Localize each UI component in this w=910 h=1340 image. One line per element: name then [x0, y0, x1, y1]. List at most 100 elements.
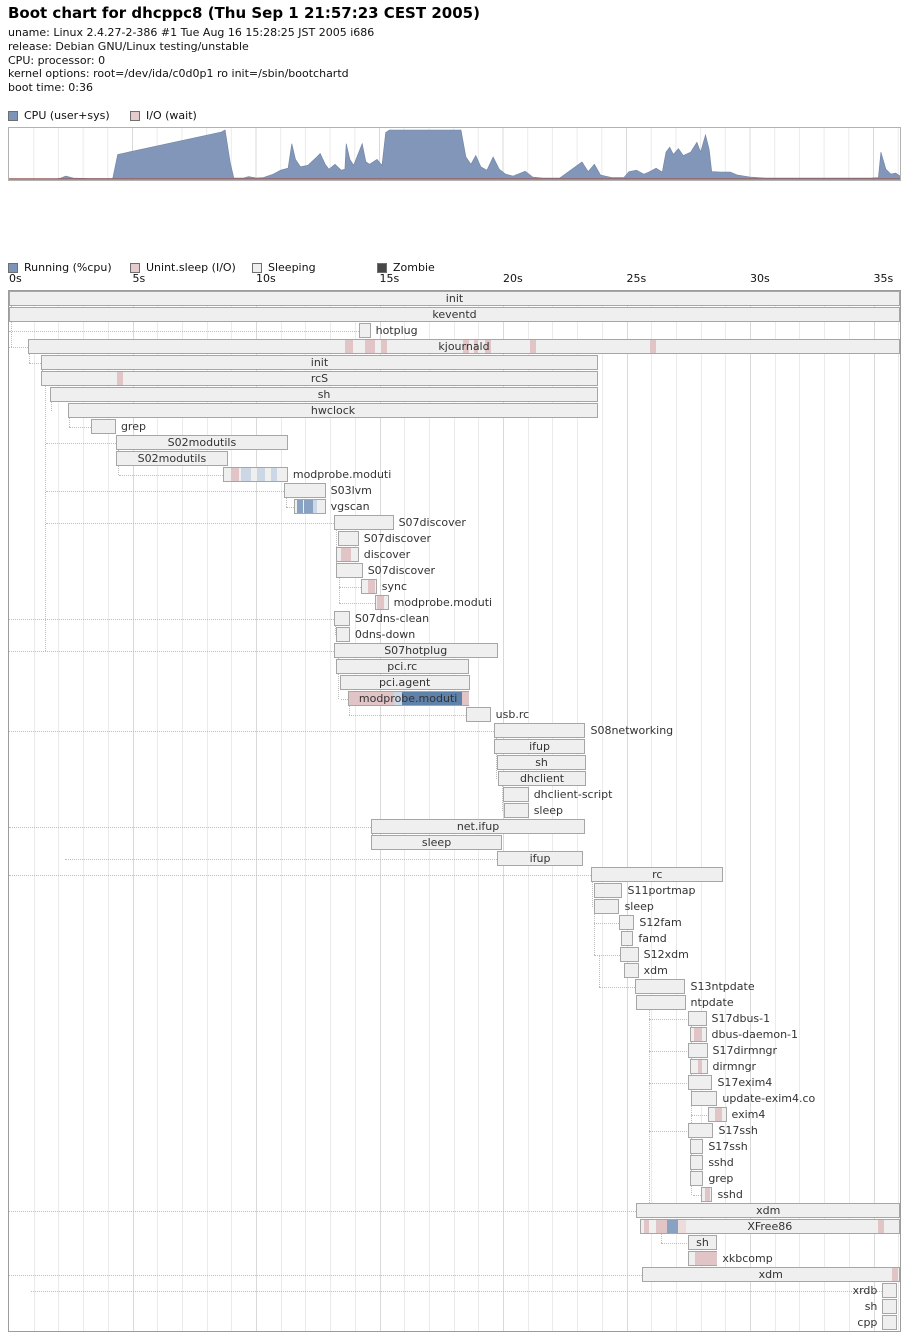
- process-state-segment: [230, 468, 239, 481]
- process-bar: [335, 627, 350, 642]
- process-bar: [690, 1091, 718, 1106]
- process-chart-gridline: [206, 291, 208, 1331]
- process-state-segment: [270, 468, 277, 481]
- process-label: ntpdate: [690, 996, 734, 1009]
- process-chart-gridline: [774, 291, 776, 1331]
- tree-connector-vertical: [348, 699, 350, 715]
- process-label: xdm: [758, 1268, 783, 1281]
- process-bar: modprobe.moduti: [347, 691, 469, 706]
- process-bar: [493, 723, 586, 738]
- legend-item: I/O (wait): [130, 109, 197, 122]
- process-chart-gridline: [626, 291, 628, 1331]
- tree-connector: [9, 331, 359, 332]
- process-state-segment: [678, 1220, 687, 1233]
- process-bar: [689, 1155, 704, 1170]
- process-label: sleep: [624, 900, 654, 913]
- process-bar: [635, 979, 686, 994]
- process-label: famd: [638, 932, 667, 945]
- process-label: S17ssh: [708, 1140, 748, 1153]
- process-label: sh: [696, 1236, 709, 1249]
- process-state-legend: Running (%cpu) Unint.sleep (I/O) Sleeping Z…: [8, 261, 901, 275]
- process-chart-gridline: [132, 291, 134, 1331]
- process-bar: XFree86: [639, 1219, 900, 1234]
- process-bar: [358, 323, 371, 338]
- process-bar: [619, 947, 639, 962]
- tree-connector: [599, 987, 636, 988]
- process-bar: [687, 1011, 707, 1026]
- legend-label: Sleeping: [268, 261, 316, 274]
- tree-connector: [648, 1083, 688, 1084]
- legend-item: Unint.sleep (I/O): [130, 261, 236, 274]
- cpu-swatch: [8, 110, 18, 121]
- process-chart-gridline: [33, 291, 35, 1331]
- process-bar: [700, 1187, 713, 1202]
- process-chart-gridline: [601, 291, 603, 1331]
- process-state-segment: [667, 1220, 679, 1233]
- process-bar: rcS: [40, 371, 599, 386]
- process-bar: keventd: [9, 307, 900, 322]
- process-chart-gridline: [58, 291, 60, 1331]
- unint-sleep-swatch: [130, 262, 140, 273]
- process-bar: kjournald: [28, 339, 900, 354]
- process-label: S07discover: [398, 516, 466, 529]
- process-state-segment: [650, 340, 657, 353]
- tree-connector-vertical: [648, 1003, 650, 1211]
- legend-item: Zombie: [377, 261, 435, 274]
- process-bar: xdm: [636, 1203, 900, 1218]
- process-label: S03lvm: [330, 484, 372, 497]
- tree-connector: [46, 491, 284, 492]
- process-label: S02modutils: [137, 452, 207, 465]
- process-bar: hwclock: [68, 403, 599, 418]
- process-state-segment: [484, 340, 491, 353]
- process-bar: [283, 483, 326, 498]
- process-state-segment: [473, 340, 479, 353]
- process-label: sh: [864, 1300, 878, 1313]
- process-bar: [293, 499, 326, 514]
- tree-connector-vertical: [51, 395, 52, 411]
- legend-label: I/O (wait): [146, 109, 197, 122]
- process-chart-gridline: [428, 291, 430, 1331]
- process-bar: sh: [687, 1235, 718, 1250]
- legend-label: Unint.sleep (I/O): [146, 261, 236, 274]
- process-label: S12xdm: [643, 948, 689, 961]
- process-label: xkbcomp: [722, 1252, 773, 1265]
- process-chart-gridline: [330, 291, 332, 1331]
- process-label: sleep: [533, 804, 563, 817]
- process-bar: [623, 963, 639, 978]
- legend-label: CPU (user+sys): [24, 109, 110, 122]
- process-bar: [689, 1027, 707, 1042]
- process-bar: [502, 787, 529, 802]
- process-chart-gridline: [873, 291, 875, 1331]
- tree-connector: [9, 1211, 637, 1212]
- tree-connector: [286, 507, 294, 508]
- axis-tick-label: 15s: [379, 272, 400, 285]
- process-bar: dhclient: [497, 771, 587, 786]
- process-chart-gridline: [478, 291, 480, 1331]
- process-label: xdm: [756, 1204, 781, 1217]
- process-chart-gridline: [700, 291, 702, 1331]
- legend-label: Running (%cpu): [24, 261, 112, 274]
- info-line: uname: Linux 2.4.27-2-386 #1 Tue Aug 16 …: [8, 26, 375, 39]
- zombie-swatch: [377, 262, 387, 273]
- process-label: S17dirmngr: [712, 1044, 778, 1057]
- tree-connector-vertical: [594, 907, 596, 955]
- process-state-segment: [380, 340, 387, 353]
- process-chart-gridline: [305, 291, 307, 1331]
- axis-tick-label: 20s: [503, 272, 523, 285]
- tree-connector: [29, 363, 41, 364]
- process-bar: [882, 1283, 898, 1298]
- process-label: S12fam: [639, 916, 682, 929]
- process-label: kjournald: [438, 340, 490, 353]
- process-label: sleep: [421, 836, 452, 849]
- process-label: ifup: [529, 740, 550, 753]
- axis-tick-label: 35s: [873, 272, 894, 285]
- process-state-segment: [303, 500, 313, 513]
- process-bar: [687, 1043, 708, 1058]
- legend-item: Sleeping: [252, 261, 316, 274]
- cpu-area-plot: [9, 128, 901, 180]
- process-state-segment: [116, 372, 123, 385]
- process-bar: [503, 803, 529, 818]
- process-chart-gridline: [750, 291, 751, 1331]
- process-label: xdm: [643, 964, 668, 977]
- tree-connector: [65, 859, 497, 860]
